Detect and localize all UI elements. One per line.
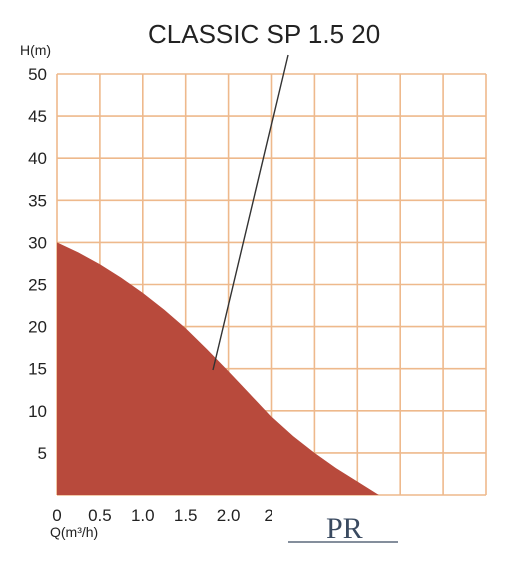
y-tick-label: 20 — [28, 318, 47, 337]
logo-text: PR — [326, 512, 363, 545]
series-area — [57, 242, 379, 495]
pointer-line — [212, 54, 289, 371]
brand-logo: PR — [288, 512, 398, 545]
y-tick-label: 45 — [28, 107, 47, 126]
y-tick-label: 25 — [28, 276, 47, 295]
chart-title: CLASSIC SP 1.5 20 — [148, 19, 380, 49]
x-tick-label: 2.0 — [217, 506, 241, 525]
performance-area — [57, 242, 379, 495]
x-tick-label: 1.5 — [174, 506, 198, 525]
x-axis-label: Q(m³/h) — [50, 524, 98, 540]
curve-pointer-line — [212, 54, 289, 371]
y-tick-label: 50 — [28, 65, 47, 84]
y-tick-label: 35 — [28, 191, 47, 210]
y-tick-label: 10 — [28, 402, 47, 421]
y-axis-label: H(m) — [20, 42, 51, 58]
x-tick-label: 0.5 — [88, 506, 112, 525]
x-tick-label: 1.0 — [131, 506, 155, 525]
y-tick-label: 15 — [28, 360, 47, 379]
y-tick-label: 30 — [28, 233, 47, 252]
white-overlay — [272, 497, 521, 563]
x-tick-label: 0 — [52, 506, 61, 525]
y-tick-label: 5 — [38, 444, 47, 463]
y-tick-label: 40 — [28, 149, 47, 168]
